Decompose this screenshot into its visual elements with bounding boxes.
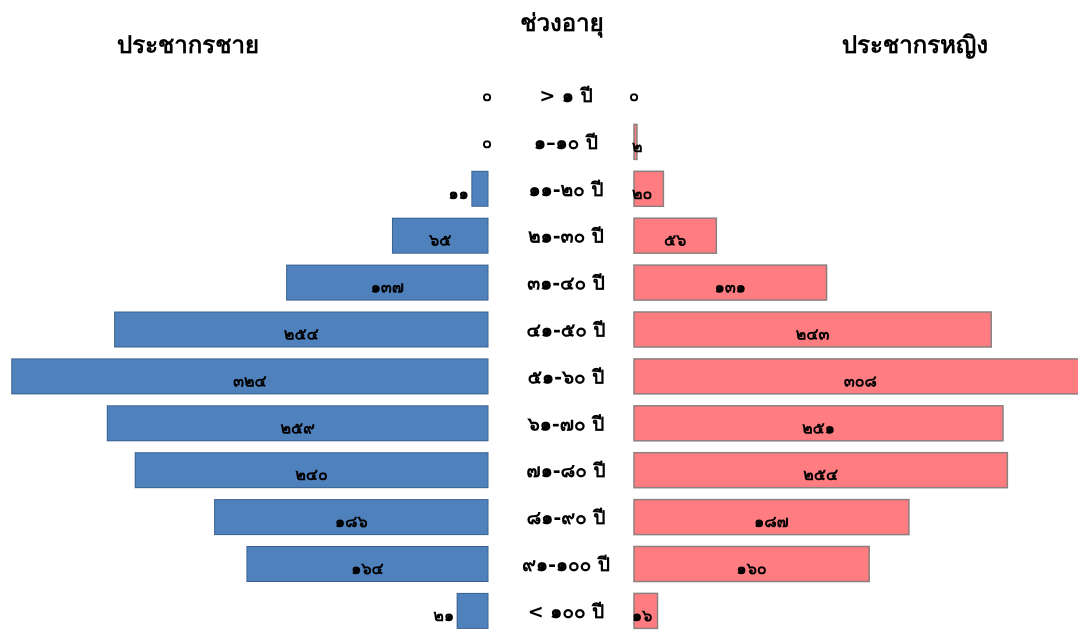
age-category-label: < ๑๐๐ ปี [528, 601, 604, 623]
male-value-label: ๒๕๔ [284, 325, 319, 344]
female-value-label: ๓๐๘ [844, 371, 877, 390]
age-category-label: ๖๑-๗๐ ปี [527, 413, 605, 435]
female-value-label: ๒ [632, 137, 643, 156]
male-value-label: ๒๕๙ [280, 418, 315, 437]
age-category-label: > ๑ ปี [539, 85, 592, 107]
age-category-label: ๗๑-๘๐ ปี [526, 460, 605, 482]
female-bar [633, 217, 718, 254]
male-value-label: ๓๒๔ [233, 371, 267, 390]
age-category-label: ๑–๑๐ ปี [534, 132, 598, 154]
female-bar [633, 545, 870, 583]
female-bar [633, 311, 992, 348]
male-bar [114, 311, 489, 348]
male-value-label: ๖๕ [428, 231, 451, 250]
female-value-label: ๒๔๓ [796, 325, 830, 344]
female-bar [633, 123, 638, 161]
male-bar [214, 499, 489, 536]
male-bar [106, 405, 489, 442]
age-category-label: ๓๑-๔๐ ปี [527, 273, 605, 295]
male-bar [11, 358, 489, 395]
age-category-label: ๕๑-๖๐ ปี [528, 366, 605, 388]
male-value-label: ๒๑ [433, 606, 454, 625]
female-value-label: ๒๐ [632, 184, 652, 203]
male-value-label: ๑๘๖ [335, 512, 368, 531]
female-value-label: ๑๓๑ [715, 278, 746, 297]
male-bar [134, 452, 489, 489]
male-value-label: ๑๓๗ [371, 278, 404, 297]
female-bar [633, 498, 910, 536]
male-value-label: ๑๑ [449, 184, 469, 203]
age-category-label: ๙๑-๑๐๐ ปี [522, 554, 610, 576]
female-value-label: ๑๖ [632, 606, 652, 625]
female-value-label: ๐ [629, 86, 639, 105]
female-value-label: ๕๖ [664, 231, 686, 250]
female-value-label: ๒๕๑ [802, 418, 835, 437]
age-category-label: ๑๑-๒๐ ปี [529, 179, 604, 201]
female-bar [633, 170, 665, 208]
male-value-label: ๑๖๔ [351, 559, 383, 578]
male-bar [471, 170, 489, 207]
female-value-label: ๑๖๐ [737, 559, 767, 578]
female-bar [633, 264, 828, 301]
age-category-label: ๔๑-๕๐ ปี [527, 320, 606, 342]
age-category-label: ๒๑-๓๐ ปี [528, 226, 604, 248]
male-bar [286, 264, 489, 301]
female-bar [633, 451, 1009, 489]
female-bar [633, 405, 1004, 442]
female-bar [633, 358, 1078, 395]
female-bar [633, 592, 659, 630]
male-value-label: ๒๔๐ [295, 465, 327, 484]
male-value-label: ๐ [482, 133, 492, 152]
male-bar [391, 217, 489, 254]
male-header: ประชากรชาย [117, 31, 259, 59]
female-header: ประชากรหญิง [842, 31, 988, 59]
male-bar [456, 592, 489, 629]
chart-rows: > ๑ ปี๐ ๐๑–๑๐ ปี๐ ๒๑๑-๒๐ ปี๑๑ ๒๐๒๑-๓๐ ปี๖๕๕… [11, 85, 1078, 630]
age-range-header: ช่วงอายุ [520, 9, 603, 39]
female-value-label: ๑๘๗ [754, 512, 789, 531]
male-bar [246, 546, 489, 582]
female-value-label: ๒๕๔ [803, 465, 838, 484]
male-value-label: ๐ [482, 86, 492, 105]
age-category-label: ๘๑-๙๐ ปี [527, 507, 606, 529]
